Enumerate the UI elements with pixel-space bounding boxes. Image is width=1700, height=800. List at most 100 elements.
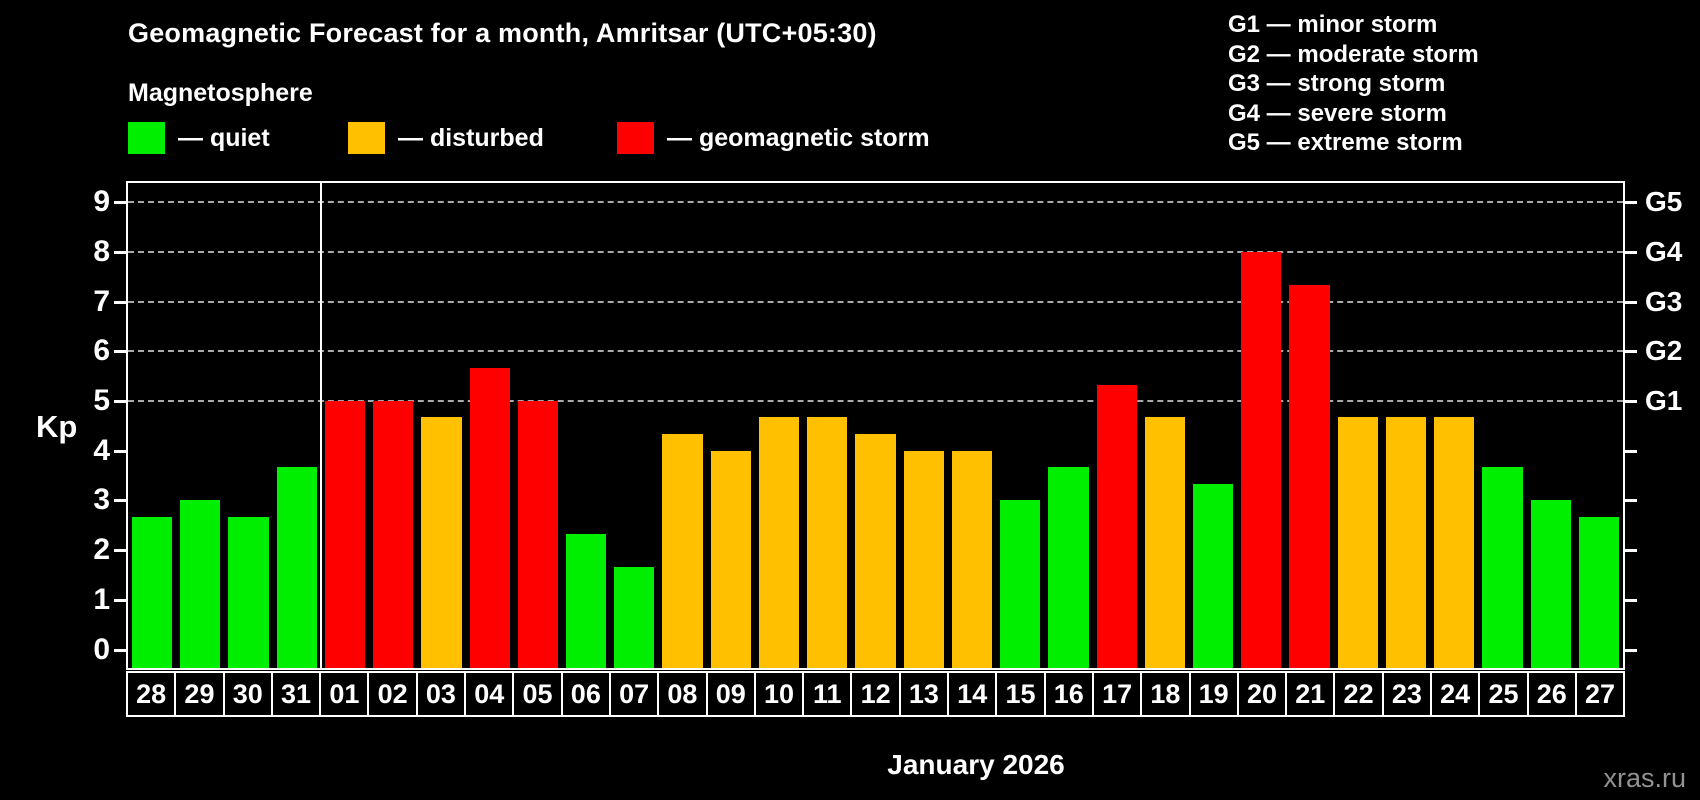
kp-bar-09 [710, 450, 751, 668]
gridline-kp5 [128, 400, 1623, 402]
y-axis-label-7: 7 [93, 284, 110, 318]
gridline-kp9 [128, 201, 1623, 204]
date-label-29: 29 [174, 673, 222, 715]
date-label-02: 02 [367, 673, 415, 715]
left-axis-tick-5 [114, 400, 126, 403]
date-label-10: 10 [753, 673, 802, 715]
y-axis-label-5: 5 [93, 384, 110, 417]
date-label-20: 20 [1236, 673, 1285, 715]
y-axis-label-2: 2 [93, 533, 110, 567]
kp-bar-11 [807, 417, 848, 668]
y-axis-label-8: 8 [93, 234, 110, 268]
g-scale-label-g4: G4 [1645, 235, 1683, 267]
kp-bar-10 [758, 417, 800, 668]
legend-label-disturbed: — disturbed [398, 123, 544, 152]
kp-bar-12 [855, 434, 896, 668]
storm-scale-g3: G3 — strong storm [1228, 70, 1446, 97]
legend-item-disturbed: — disturbed [348, 121, 544, 155]
plot-area [126, 181, 1625, 670]
storm-scale-legend: G1 — minor storm G2 — moderate storm G3 … [1228, 10, 1479, 158]
left-axis-tick-6 [114, 350, 126, 354]
g-scale-label-g5: G5 [1645, 186, 1683, 218]
kp-bar-20 [1241, 251, 1282, 668]
date-label-08: 08 [657, 673, 705, 715]
left-axis-tick-4 [114, 449, 126, 453]
right-axis-tick-8 [1625, 250, 1637, 254]
left-axis-tick-9 [114, 201, 126, 205]
right-axis-tick-9 [1625, 201, 1637, 205]
date-label-04: 04 [464, 673, 512, 715]
date-label-26: 26 [1526, 673, 1575, 715]
kp-bar-02 [373, 401, 414, 668]
date-label-24: 24 [1430, 673, 1478, 715]
gridline-kp7 [128, 300, 1623, 303]
date-label-09: 09 [705, 673, 754, 715]
date-label-19: 19 [1188, 673, 1237, 715]
date-label-15: 15 [995, 673, 1043, 715]
y-axis-label-4: 4 [93, 433, 110, 467]
right-axis-tick-3 [1625, 499, 1637, 503]
g-scale-label-g2: G2 [1645, 335, 1683, 367]
disturbed-color-swatch [348, 122, 385, 154]
kp-bar-18 [1144, 417, 1185, 668]
storm-scale-g5: G5 — extreme storm [1228, 129, 1463, 156]
date-label-21: 21 [1285, 673, 1333, 715]
kp-bar-30 [228, 516, 269, 668]
kp-bar-08 [662, 434, 703, 668]
quiet-color-swatch [128, 122, 165, 154]
kp-bar-22 [1337, 417, 1378, 668]
gridline-kp8 [128, 250, 1623, 253]
left-axis-tick-8 [114, 250, 126, 254]
kp-bar-16 [1048, 467, 1089, 668]
right-axis-tick-1 [1625, 598, 1637, 602]
right-axis-tick-5 [1625, 400, 1637, 403]
watermark: xras.ru [1603, 763, 1686, 793]
date-label-06: 06 [560, 673, 609, 715]
legend-label-quiet: — quiet [178, 123, 270, 152]
legend-label-storm: — geomagnetic storm [667, 123, 930, 152]
kp-bar-19 [1192, 484, 1234, 668]
kp-bar-03 [421, 417, 462, 668]
left-axis-tick-1 [114, 598, 126, 602]
right-axis-tick-4 [1625, 449, 1637, 453]
kp-bar-28 [132, 516, 173, 668]
date-label-16: 16 [1043, 673, 1092, 715]
date-label-25: 25 [1478, 673, 1526, 715]
date-label-01: 01 [319, 673, 367, 715]
kp-bar-13 [903, 450, 944, 668]
right-axis-tick-7 [1625, 300, 1637, 304]
legend-item-storm: — geomagnetic storm [617, 121, 930, 155]
month-boundary-line [319, 183, 322, 668]
date-label-30: 30 [222, 673, 271, 715]
legend-item-quiet: — quiet [128, 121, 270, 155]
kp-bar-31 [276, 467, 317, 668]
kp-bar-26 [1530, 500, 1571, 668]
date-label-18: 18 [1140, 673, 1188, 715]
kp-bar-01 [324, 401, 366, 668]
date-label-17: 17 [1091, 673, 1140, 715]
kp-bar-25 [1482, 467, 1523, 668]
kp-bar-07 [614, 566, 655, 668]
kp-bar-23 [1385, 417, 1427, 668]
date-label-07: 07 [608, 673, 657, 715]
right-axis-tick-6 [1625, 350, 1637, 354]
y-axis-label-9: 9 [93, 185, 110, 219]
date-label-03: 03 [415, 673, 464, 715]
kp-bar-17 [1096, 384, 1137, 668]
date-axis: 28 29 30 31 01 02 03 04 05 06 07 08 09 10 11 12 13 14 15 16… [126, 671, 1625, 717]
date-label-14: 14 [947, 673, 995, 715]
left-axis-tick-0 [114, 648, 126, 652]
kp-bar-14 [951, 450, 993, 668]
kp-bar-24 [1434, 417, 1475, 668]
storm-scale-g2: G2 — moderate storm [1228, 40, 1479, 68]
kp-bar-05 [517, 401, 559, 668]
date-label-31: 31 [270, 673, 319, 715]
page-title: Geomagnetic Forecast for a month, Amrits… [128, 18, 877, 48]
date-label-13: 13 [898, 673, 947, 715]
date-label-27: 27 [1574, 673, 1623, 715]
storm-color-swatch [617, 122, 654, 154]
y-axis-label-1: 1 [93, 582, 110, 616]
gridline-kp6 [128, 350, 1623, 353]
kp-bar-04 [469, 367, 510, 668]
